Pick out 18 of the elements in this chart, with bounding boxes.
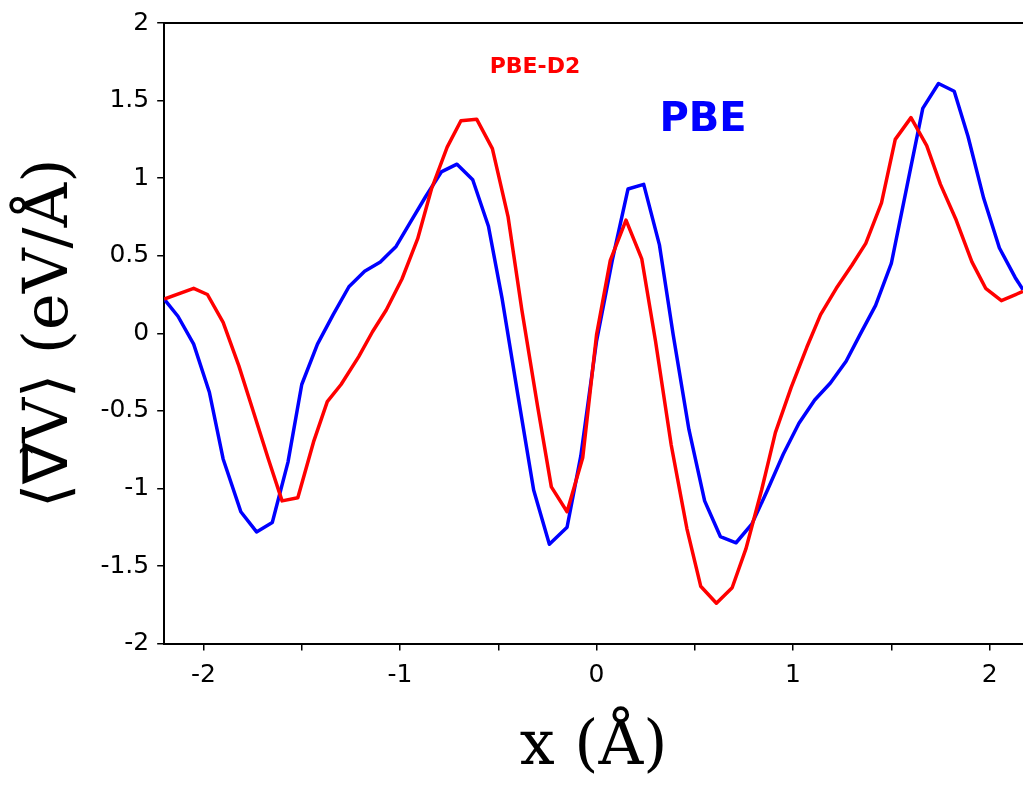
y-axis-title: ⟨∇⃗V⟩ (eV/Å) [9,158,83,508]
x-tick-label: 1 [785,659,802,689]
y-tick-label: -0.5 [100,394,150,424]
x-tick-label: -1 [387,659,413,689]
x-tick-label: 0 [588,659,605,689]
y-tick-label: -1 [124,471,150,501]
y-tick-label: 0.5 [109,239,150,269]
y-tick-label: 1 [133,161,150,191]
series-label: PBE [659,94,747,141]
x-tick-label: 2 [981,659,998,689]
y-tick-label: 0 [133,316,150,346]
x-axis-title: x (Å) [519,705,668,779]
x-tick-label: -2 [191,659,216,689]
y-tick-label: 1.5 [109,84,150,114]
y-tick-label: 2 [133,6,150,36]
y-tick-label: -1.5 [100,549,150,579]
series-label: PBE-D2 [489,52,581,78]
y-tick-label: -2 [124,627,150,657]
